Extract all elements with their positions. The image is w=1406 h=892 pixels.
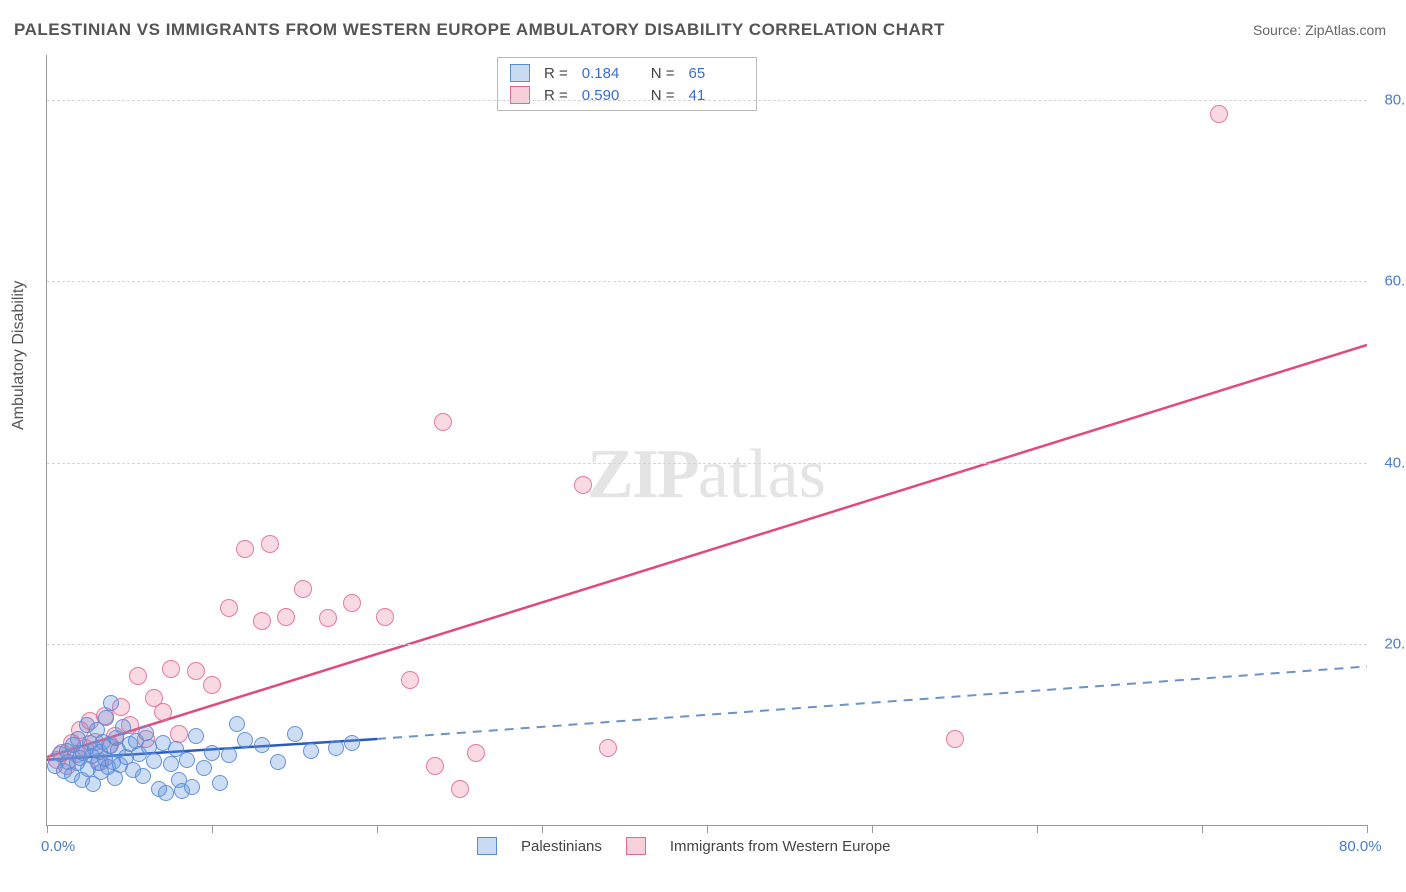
data-point-blue xyxy=(303,743,319,759)
trend-lines xyxy=(47,55,1367,825)
data-point-pink xyxy=(451,780,469,798)
watermark: ZIPatlas xyxy=(587,435,826,515)
swatch-blue-icon xyxy=(477,837,497,855)
swatch-pink-icon xyxy=(510,86,530,104)
x-tick xyxy=(707,825,708,833)
data-point-pink xyxy=(574,476,592,494)
x-tick-label: 80.0% xyxy=(1339,838,1382,855)
data-point-blue xyxy=(229,716,245,732)
x-tick xyxy=(872,825,873,833)
x-tick xyxy=(1202,825,1203,833)
data-point-blue xyxy=(328,740,344,756)
data-point-blue xyxy=(188,728,204,744)
data-point-pink xyxy=(236,540,254,558)
data-point-blue xyxy=(103,695,119,711)
data-point-pink xyxy=(154,703,172,721)
gridline xyxy=(47,463,1367,464)
data-point-blue xyxy=(135,768,151,784)
data-point-pink xyxy=(426,757,444,775)
data-point-pink xyxy=(599,739,617,757)
gridline xyxy=(47,100,1367,101)
data-point-pink xyxy=(294,580,312,598)
data-point-blue xyxy=(98,710,114,726)
data-point-pink xyxy=(401,671,419,689)
x-tick xyxy=(377,825,378,833)
data-point-pink xyxy=(319,609,337,627)
data-point-blue xyxy=(196,760,212,776)
data-point-blue xyxy=(204,745,220,761)
legend-row-pink: R =0.590 N =41 xyxy=(510,84,744,106)
data-point-pink xyxy=(203,676,221,694)
data-point-blue xyxy=(179,752,195,768)
data-point-blue xyxy=(344,735,360,751)
correlation-legend: R =0.184 N =65 R =0.590 N =41 xyxy=(497,57,757,111)
data-point-pink xyxy=(946,730,964,748)
chart-title: PALESTINIAN VS IMMIGRANTS FROM WESTERN E… xyxy=(14,20,945,40)
x-tick xyxy=(1037,825,1038,833)
x-tick xyxy=(47,825,48,833)
y-axis-title: Ambulatory Disability xyxy=(10,281,28,430)
legend-label-pink: Immigrants from Western Europe xyxy=(670,838,891,855)
data-point-pink xyxy=(129,667,147,685)
data-point-pink xyxy=(220,599,238,617)
data-point-pink xyxy=(162,660,180,678)
data-point-blue xyxy=(254,737,270,753)
data-point-blue xyxy=(158,785,174,801)
data-point-blue xyxy=(212,775,228,791)
data-point-blue xyxy=(270,754,286,770)
data-point-blue xyxy=(163,756,179,772)
data-point-blue xyxy=(115,719,131,735)
source-attribution: Source: ZipAtlas.com xyxy=(1253,22,1386,38)
data-point-blue xyxy=(184,779,200,795)
x-tick xyxy=(1367,825,1368,833)
data-point-blue xyxy=(287,726,303,742)
gridline xyxy=(47,281,1367,282)
x-tick-label: 0.0% xyxy=(41,838,75,855)
swatch-pink-icon xyxy=(626,837,646,855)
y-tick-label: 20.0% xyxy=(1384,635,1406,652)
scatter-plot-area: ZIPatlas R =0.184 N =65 R =0.590 N =41 P… xyxy=(46,55,1367,826)
swatch-blue-icon xyxy=(510,64,530,82)
data-point-pink xyxy=(277,608,295,626)
data-point-pink xyxy=(1210,105,1228,123)
data-point-blue xyxy=(138,725,154,741)
data-point-pink xyxy=(187,662,205,680)
data-point-pink xyxy=(434,413,452,431)
data-point-pink xyxy=(467,744,485,762)
x-tick xyxy=(212,825,213,833)
legend-label-blue: Palestinians xyxy=(521,838,602,855)
data-point-blue xyxy=(237,732,253,748)
data-point-blue xyxy=(221,747,237,763)
x-tick xyxy=(542,825,543,833)
data-point-pink xyxy=(261,535,279,553)
data-point-pink xyxy=(343,594,361,612)
y-tick-label: 40.0% xyxy=(1384,454,1406,471)
series-legend: Palestinians Immigrants from Western Eur… xyxy=(477,837,891,855)
y-tick-label: 80.0% xyxy=(1384,92,1406,109)
data-point-pink xyxy=(253,612,271,630)
gridline xyxy=(47,644,1367,645)
legend-row-blue: R =0.184 N =65 xyxy=(510,62,744,84)
data-point-blue xyxy=(146,753,162,769)
y-tick-label: 60.0% xyxy=(1384,273,1406,290)
data-point-pink xyxy=(376,608,394,626)
